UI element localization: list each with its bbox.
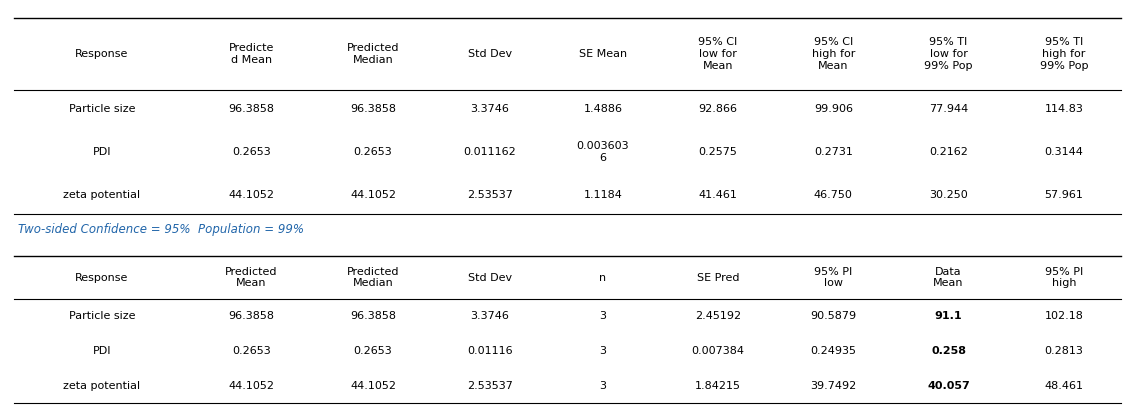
Text: Predicted
Mean: Predicted Mean [225,267,278,288]
Text: Predicted
Median: Predicted Median [347,267,400,288]
Text: 95% TI
low for
99% Pop: 95% TI low for 99% Pop [924,38,973,71]
Text: Particle size: Particle size [69,104,135,114]
Text: 1.1184: 1.1184 [583,190,622,200]
Text: 0.011162: 0.011162 [463,147,516,157]
Text: 0.2653: 0.2653 [232,346,270,356]
Text: 44.1052: 44.1052 [350,381,396,391]
Text: 48.461: 48.461 [1044,381,1083,391]
Text: 0.003603
6: 0.003603 6 [577,141,629,163]
Text: 0.2162: 0.2162 [930,147,968,157]
Text: Predicted
Median: Predicted Median [347,43,400,65]
Text: 0.24935: 0.24935 [810,346,856,356]
Text: 1.84215: 1.84215 [695,381,741,391]
Text: 96.3858: 96.3858 [350,311,396,322]
Text: 0.2731: 0.2731 [814,147,852,157]
Text: PDI: PDI [93,346,111,356]
Text: 46.750: 46.750 [814,190,852,200]
Text: Two-sided Confidence = 95%  Population = 99%: Two-sided Confidence = 95% Population = … [18,223,304,236]
Text: Std Dev: Std Dev [468,49,512,59]
Text: 0.2653: 0.2653 [232,147,270,157]
Text: 39.7492: 39.7492 [810,381,857,391]
Text: 102.18: 102.18 [1044,311,1083,322]
Text: 3: 3 [599,381,606,391]
Text: Response: Response [75,49,128,59]
Text: 3.3746: 3.3746 [470,311,508,322]
Text: 0.007384: 0.007384 [691,346,745,356]
Text: 0.2813: 0.2813 [1044,346,1083,356]
Text: 95% TI
high for
99% Pop: 95% TI high for 99% Pop [1040,38,1088,71]
Text: 114.83: 114.83 [1044,104,1083,114]
Text: zeta potential: zeta potential [64,190,141,200]
Text: SE Mean: SE Mean [579,49,627,59]
Text: 0.01116: 0.01116 [466,346,512,356]
Text: 44.1052: 44.1052 [228,381,275,391]
Text: 96.3858: 96.3858 [228,104,275,114]
Text: 44.1052: 44.1052 [228,190,275,200]
Text: 77.944: 77.944 [928,104,968,114]
Text: 0.2653: 0.2653 [354,346,393,356]
Text: 91.1: 91.1 [935,311,962,322]
Text: Predicte
d Mean: Predicte d Mean [228,43,274,65]
Text: 95% PI
low: 95% PI low [814,267,852,288]
Text: 3.3746: 3.3746 [470,104,508,114]
Text: 1.4886: 1.4886 [583,104,622,114]
Text: 3: 3 [599,346,606,356]
Text: 2.53537: 2.53537 [466,190,513,200]
Text: 2.53537: 2.53537 [466,381,513,391]
Text: zeta potential: zeta potential [64,381,141,391]
Text: SE Pred: SE Pred [697,273,739,283]
Text: PDI: PDI [93,147,111,157]
Text: Std Dev: Std Dev [468,273,512,283]
Text: Data
Mean: Data Mean [933,267,964,288]
Text: 90.5879: 90.5879 [810,311,857,322]
Text: Particle size: Particle size [69,311,135,322]
Text: 0.2653: 0.2653 [354,147,393,157]
Text: 92.866: 92.866 [698,104,738,114]
Text: 40.057: 40.057 [927,381,970,391]
Text: 2.45192: 2.45192 [695,311,741,322]
Text: 95% PI
high: 95% PI high [1044,267,1083,288]
Text: 0.258: 0.258 [931,346,966,356]
Text: 96.3858: 96.3858 [350,104,396,114]
Text: 3: 3 [599,311,606,322]
Text: 0.3144: 0.3144 [1044,147,1083,157]
Text: 57.961: 57.961 [1044,190,1083,200]
Text: 0.2575: 0.2575 [699,147,738,157]
Text: 95% CI
high for
Mean: 95% CI high for Mean [812,38,855,71]
Text: 44.1052: 44.1052 [350,190,396,200]
Text: 41.461: 41.461 [699,190,738,200]
Text: 95% CI
low for
Mean: 95% CI low for Mean [698,38,738,71]
Text: 99.906: 99.906 [814,104,852,114]
Text: 30.250: 30.250 [930,190,968,200]
Text: Response: Response [75,273,128,283]
Text: n: n [599,273,606,283]
Text: 96.3858: 96.3858 [228,311,275,322]
